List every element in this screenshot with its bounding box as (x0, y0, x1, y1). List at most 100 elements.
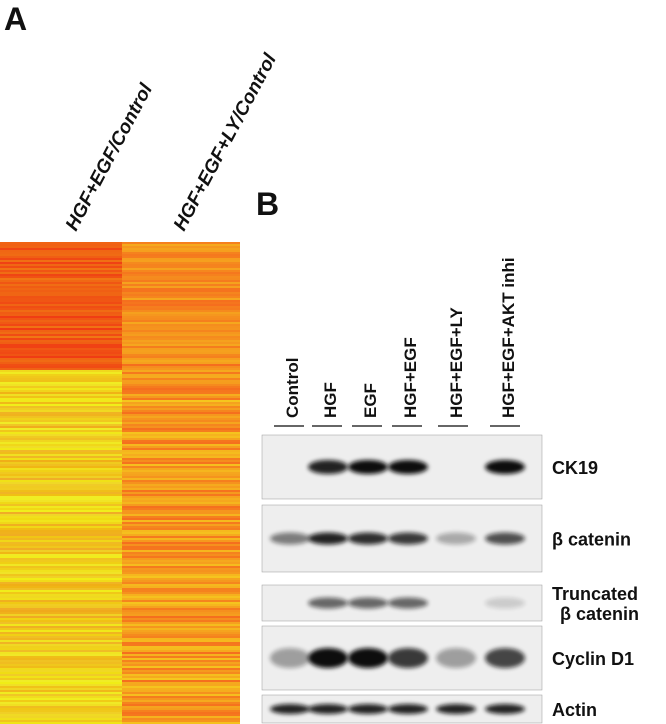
heat-stripe (122, 298, 240, 300)
heat-stripe (0, 414, 122, 416)
heat-stripe (0, 410, 122, 412)
heat-stripe (0, 600, 122, 602)
heat-stripe (0, 446, 122, 448)
heat-stripe (0, 570, 122, 572)
heat-stripe (0, 250, 122, 252)
heat-stripe (122, 616, 240, 618)
heat-stripe (122, 454, 240, 456)
heat-stripe (122, 302, 240, 304)
heat-stripe (0, 430, 122, 432)
band (436, 532, 476, 545)
band (485, 597, 525, 609)
heat-stripe (122, 684, 240, 686)
heat-stripe (122, 528, 240, 530)
heat-stripe (0, 562, 122, 564)
heat-stripe (0, 256, 122, 258)
heat-stripe (0, 596, 122, 598)
heat-stripe (122, 456, 240, 458)
heat-stripe (0, 338, 122, 340)
heat-stripe (122, 542, 240, 544)
heat-stripe (0, 506, 122, 508)
heat-stripe (122, 494, 240, 496)
heat-stripe (0, 582, 122, 584)
heat-stripe (0, 542, 122, 544)
heat-stripe (122, 400, 240, 402)
heat-stripe (122, 366, 240, 368)
heat-stripe (122, 398, 240, 400)
heat-stripe (0, 504, 122, 506)
heat-stripe (0, 290, 122, 292)
heat-stripe (122, 632, 240, 634)
heat-stripe (0, 320, 122, 322)
heat-stripe (122, 660, 240, 662)
heat-stripe (0, 640, 122, 642)
band (308, 597, 348, 609)
heat-stripe (0, 668, 122, 670)
heat-stripe (0, 264, 122, 266)
heat-stripe (0, 424, 122, 426)
heat-stripe (122, 686, 240, 688)
heat-stripe (122, 350, 240, 352)
heat-stripe (0, 470, 122, 472)
heat-stripe (0, 406, 122, 408)
heat-stripe (0, 692, 122, 694)
heat-stripe (0, 482, 122, 484)
heat-stripe (122, 442, 240, 444)
heat-stripe (122, 678, 240, 680)
heat-stripe (122, 354, 240, 356)
heat-stripe (0, 568, 122, 570)
heat-stripe (122, 430, 240, 432)
band (348, 597, 388, 609)
heat-stripe (122, 682, 240, 684)
heat-stripe (0, 674, 122, 676)
heat-stripe (122, 564, 240, 566)
heat-stripe (0, 306, 122, 308)
heat-stripe (122, 546, 240, 548)
heat-stripe (122, 712, 240, 714)
heat-stripe (122, 500, 240, 502)
band (348, 648, 388, 668)
heat-stripe (122, 694, 240, 696)
heat-stripe (0, 720, 122, 722)
heat-stripe (0, 248, 122, 250)
western-blot: Control HGF EGF HGF+EGF HGF+EGF+LY HGF+EGF+AK… (261, 257, 639, 724)
heat-stripe (122, 382, 240, 384)
panel-letter: A (4, 1, 27, 37)
heat-stripe (0, 458, 122, 460)
heat-stripe (0, 350, 122, 352)
heat-stripe (122, 402, 240, 404)
heat-stripe (122, 264, 240, 266)
heat-stripe (0, 512, 122, 514)
heat-stripe (0, 678, 122, 680)
heat-stripe (122, 462, 240, 464)
heat-stripe (122, 248, 240, 250)
heat-stripe (122, 344, 240, 346)
heat-stripe (0, 618, 122, 620)
heat-stripe (0, 332, 122, 334)
heat-stripe (0, 440, 122, 442)
heat-stripe (122, 362, 240, 364)
heat-stripe (122, 710, 240, 712)
heat-stripe (0, 590, 122, 592)
band (348, 704, 388, 714)
heat-stripe (122, 598, 240, 600)
heat-stripe (0, 554, 122, 556)
heat-stripe (122, 368, 240, 370)
heat-stripe (0, 450, 122, 452)
heat-stripe (122, 688, 240, 690)
lane-label: HGF+EGF+LY (447, 306, 466, 418)
heat-stripe (122, 348, 240, 350)
heat-stripe (122, 562, 240, 564)
heat-stripe (122, 672, 240, 674)
heat-stripe (0, 468, 122, 470)
heat-stripe (0, 684, 122, 686)
heat-stripe (0, 716, 122, 718)
heat-stripe (122, 260, 240, 262)
heat-stripe (0, 534, 122, 536)
heat-stripe (122, 558, 240, 560)
heat-stripe (0, 694, 122, 696)
heat-stripe (122, 644, 240, 646)
heat-stripe (122, 338, 240, 340)
heat-stripe (0, 574, 122, 576)
heat-stripe (122, 536, 240, 538)
